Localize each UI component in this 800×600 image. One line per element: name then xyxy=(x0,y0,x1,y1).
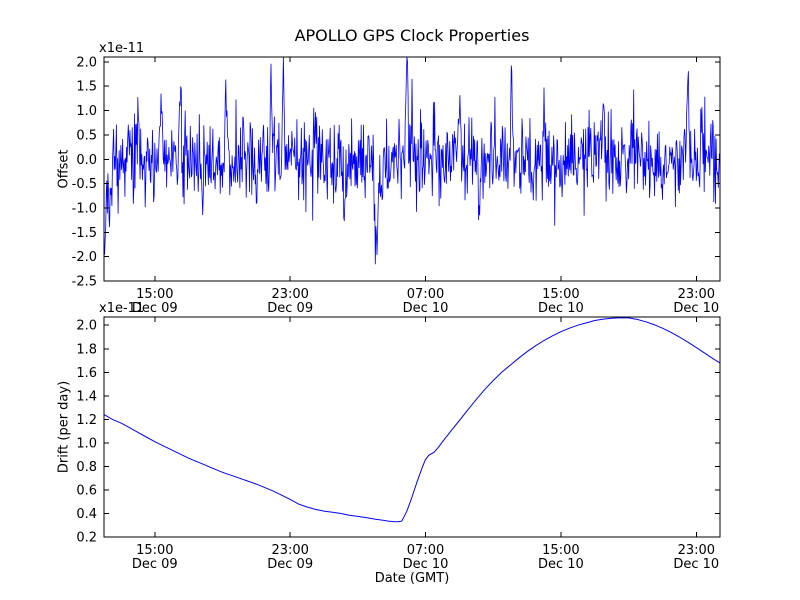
svg-text:0.6: 0.6 xyxy=(76,483,97,498)
svg-text:23:00: 23:00 xyxy=(271,287,308,302)
svg-text:2.0: 2.0 xyxy=(76,55,97,70)
x-axis-label: Date (GMT) xyxy=(374,571,450,586)
svg-text:Dec 10: Dec 10 xyxy=(538,557,584,572)
svg-text:1.4: 1.4 xyxy=(76,389,97,404)
svg-text:1.8: 1.8 xyxy=(76,342,97,357)
svg-text:15:00: 15:00 xyxy=(136,287,173,302)
svg-text:-1.5: -1.5 xyxy=(72,226,97,241)
offset-axis-label: Offset xyxy=(56,149,72,189)
svg-text:1.0: 1.0 xyxy=(76,436,97,451)
svg-text:0.4: 0.4 xyxy=(76,507,97,522)
chart-title: APOLLO GPS Clock Properties xyxy=(294,26,530,45)
svg-text:-2.0: -2.0 xyxy=(72,250,97,265)
svg-text:0.5: 0.5 xyxy=(76,128,97,143)
svg-text:Dec 10: Dec 10 xyxy=(403,301,449,316)
gps-clock-drift-border xyxy=(103,316,721,538)
gps-clock-offset-border xyxy=(103,56,721,282)
svg-text:Dec 10: Dec 10 xyxy=(538,301,584,316)
svg-text:15:00: 15:00 xyxy=(542,287,579,302)
svg-text:Dec 09: Dec 09 xyxy=(132,301,178,316)
svg-text:1.0: 1.0 xyxy=(76,104,97,119)
svg-text:2.0: 2.0 xyxy=(76,319,97,334)
offset-scale-label: x1e-11 xyxy=(99,41,145,56)
svg-text:Dec 10: Dec 10 xyxy=(403,557,449,572)
gps-clock-drift-line xyxy=(104,317,720,523)
svg-text:-2.5: -2.5 xyxy=(72,275,97,290)
svg-text:Dec 10: Dec 10 xyxy=(673,301,719,316)
svg-text:0.0: 0.0 xyxy=(76,153,97,168)
svg-text:0.8: 0.8 xyxy=(76,460,97,475)
svg-text:1.2: 1.2 xyxy=(76,413,97,428)
svg-text:1.5: 1.5 xyxy=(76,80,97,95)
svg-text:15:00: 15:00 xyxy=(136,543,173,558)
svg-text:-0.5: -0.5 xyxy=(72,177,97,192)
gps-clock-drift-ticks xyxy=(104,317,720,538)
svg-text:Dec 10: Dec 10 xyxy=(673,557,719,572)
drift-axis-label: Drift (per day) xyxy=(56,380,72,474)
svg-text:07:00: 07:00 xyxy=(407,287,444,302)
drift-scale-label: x1e-11 xyxy=(99,301,145,316)
svg-text:15:00: 15:00 xyxy=(542,543,579,558)
gps-clock-offset-line xyxy=(104,57,720,265)
svg-text:23:00: 23:00 xyxy=(271,543,308,558)
svg-text:23:00: 23:00 xyxy=(678,287,715,302)
svg-text:Dec 09: Dec 09 xyxy=(132,557,178,572)
gps-clock-offset-ticks xyxy=(104,57,720,282)
svg-text:-1.0: -1.0 xyxy=(72,202,97,217)
svg-text:07:00: 07:00 xyxy=(407,543,444,558)
svg-text:23:00: 23:00 xyxy=(678,543,715,558)
svg-text:Dec 09: Dec 09 xyxy=(267,301,313,316)
svg-text:1.6: 1.6 xyxy=(76,366,97,381)
svg-text:0.2: 0.2 xyxy=(76,531,97,546)
svg-text:Dec 09: Dec 09 xyxy=(267,557,313,572)
